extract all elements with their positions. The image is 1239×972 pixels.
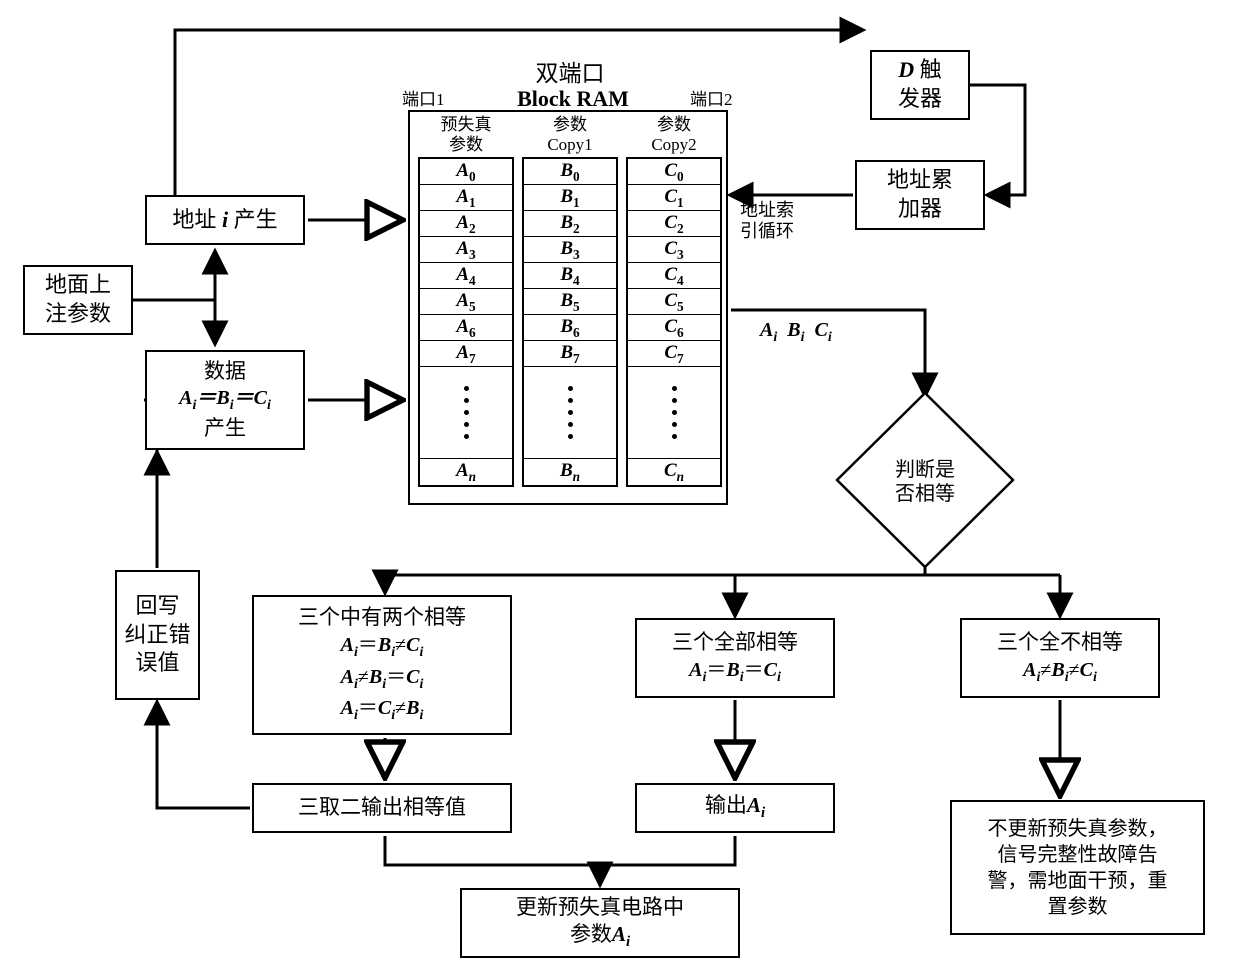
abc-readout-label: Ai Bi Ci bbox=[760, 318, 832, 347]
cell: B7 bbox=[524, 341, 616, 367]
cell: Cn bbox=[628, 459, 720, 485]
col-a-header: 预失真 参数 bbox=[418, 112, 514, 157]
dots bbox=[628, 367, 720, 459]
dff-text: D 触发器 bbox=[898, 56, 942, 113]
ram-port1: 端口1 bbox=[402, 90, 445, 110]
cell: B3 bbox=[524, 237, 616, 263]
ground-param-box: 地面上 注参数 bbox=[23, 265, 133, 335]
cell: B6 bbox=[524, 315, 616, 341]
addr-gen-box: 地址 i 产生 bbox=[145, 195, 305, 245]
out-ai-box: 输出Ai bbox=[635, 783, 835, 833]
cell: A4 bbox=[420, 263, 512, 289]
cell: B5 bbox=[524, 289, 616, 315]
ram-col-c: 参数 Copy2 C0 C1 C2 C3 C4 C5 C6 C7 Cn bbox=[626, 112, 722, 503]
ram-box: 预失真 参数 A0 A1 A2 A3 A4 A5 A6 A7 An 参数 Cop… bbox=[408, 110, 728, 505]
cell: A2 bbox=[420, 211, 512, 237]
cell: B2 bbox=[524, 211, 616, 237]
out-2of3-box: 三取二输出相等值 bbox=[252, 783, 512, 833]
cell: An bbox=[420, 459, 512, 485]
d-flipflop-box: D 触发器 bbox=[870, 50, 970, 120]
no-update-text: 不更新预失真参数， 信号完整性故障告 警，需地面干预，重 置参数 bbox=[988, 816, 1168, 920]
cell: C6 bbox=[628, 315, 720, 341]
cell: C2 bbox=[628, 211, 720, 237]
cell: C5 bbox=[628, 289, 720, 315]
update-text: 更新预失真电路中参数Ai bbox=[516, 894, 684, 953]
addr-acc-text: 地址累 加器 bbox=[887, 166, 953, 223]
dots bbox=[524, 367, 616, 459]
cell: A1 bbox=[420, 185, 512, 211]
ram-col-b: 参数 Copy1 B0 B1 B2 B3 B4 B5 B6 B7 Bn bbox=[522, 112, 618, 503]
addr-loop-label: 地址索 引循环 bbox=[740, 178, 794, 243]
cell: B1 bbox=[524, 185, 616, 211]
out-ai-text: 输出Ai bbox=[705, 792, 765, 823]
cell: C4 bbox=[628, 263, 720, 289]
addr-gen-text: 地址 i 产生 bbox=[172, 206, 277, 235]
col-a-cells: A0 A1 A2 A3 A4 A5 A6 A7 An bbox=[418, 157, 514, 487]
writeback-text: 回写 纠正错 误值 bbox=[124, 592, 190, 678]
none-equal-box: 三个全不相等 Ai≠Bi≠Ci bbox=[960, 618, 1160, 698]
ram-port2: 端口2 bbox=[690, 90, 733, 110]
writeback-box: 回写 纠正错 误值 bbox=[115, 570, 200, 700]
all-equal-content: 三个全部相等 Ai＝Bi＝Ci bbox=[672, 629, 798, 688]
two-equal-box: 三个中有两个相等 Ai＝Bi≠Ci Ai≠Bi＝Ci Ai＝Ci≠Bi bbox=[252, 595, 512, 735]
cell: B0 bbox=[524, 159, 616, 185]
cell: C3 bbox=[628, 237, 720, 263]
cell: A5 bbox=[420, 289, 512, 315]
data-gen-text: 数据 Ai＝Bi＝Ci 产生 bbox=[179, 358, 271, 443]
ram-col-a: 预失真 参数 A0 A1 A2 A3 A4 A5 A6 A7 An bbox=[418, 112, 514, 503]
col-c-header: 参数 Copy2 bbox=[626, 112, 722, 157]
cell: B4 bbox=[524, 263, 616, 289]
cell: A3 bbox=[420, 237, 512, 263]
cell: A6 bbox=[420, 315, 512, 341]
col-b-header: 参数 Copy1 bbox=[522, 112, 618, 157]
ground-param-text: 地面上 注参数 bbox=[45, 271, 111, 328]
none-equal-content: 三个全不相等 Ai≠Bi≠Ci bbox=[997, 629, 1123, 688]
update-box: 更新预失真电路中参数Ai bbox=[460, 888, 740, 958]
dots bbox=[420, 367, 512, 459]
two-equal-content: 三个中有两个相等 Ai＝Bi≠Ci Ai≠Bi＝Ci Ai＝Ci≠Bi bbox=[298, 604, 466, 726]
cell: A0 bbox=[420, 159, 512, 185]
col-b-cells: B0 B1 B2 B3 B4 B5 B6 B7 Bn bbox=[522, 157, 618, 487]
cell: C7 bbox=[628, 341, 720, 367]
cell: Bn bbox=[524, 459, 616, 485]
out-2of3-text: 三取二输出相等值 bbox=[298, 794, 466, 821]
data-gen-box: 数据 Ai＝Bi＝Ci 产生 bbox=[145, 350, 305, 450]
cell: C1 bbox=[628, 185, 720, 211]
all-equal-box: 三个全部相等 Ai＝Bi＝Ci bbox=[635, 618, 835, 698]
ram-title: 双端口 bbox=[490, 60, 650, 88]
addr-accumulator-box: 地址累 加器 bbox=[855, 160, 985, 230]
ram-subtitle: Block RAM bbox=[488, 86, 658, 112]
cell: A7 bbox=[420, 341, 512, 367]
decision-label: 判断是 否相等 bbox=[885, 458, 965, 506]
col-c-cells: C0 C1 C2 C3 C4 C5 C6 C7 Cn bbox=[626, 157, 722, 487]
cell: C0 bbox=[628, 159, 720, 185]
no-update-box: 不更新预失真参数， 信号完整性故障告 警，需地面干预，重 置参数 bbox=[950, 800, 1205, 935]
